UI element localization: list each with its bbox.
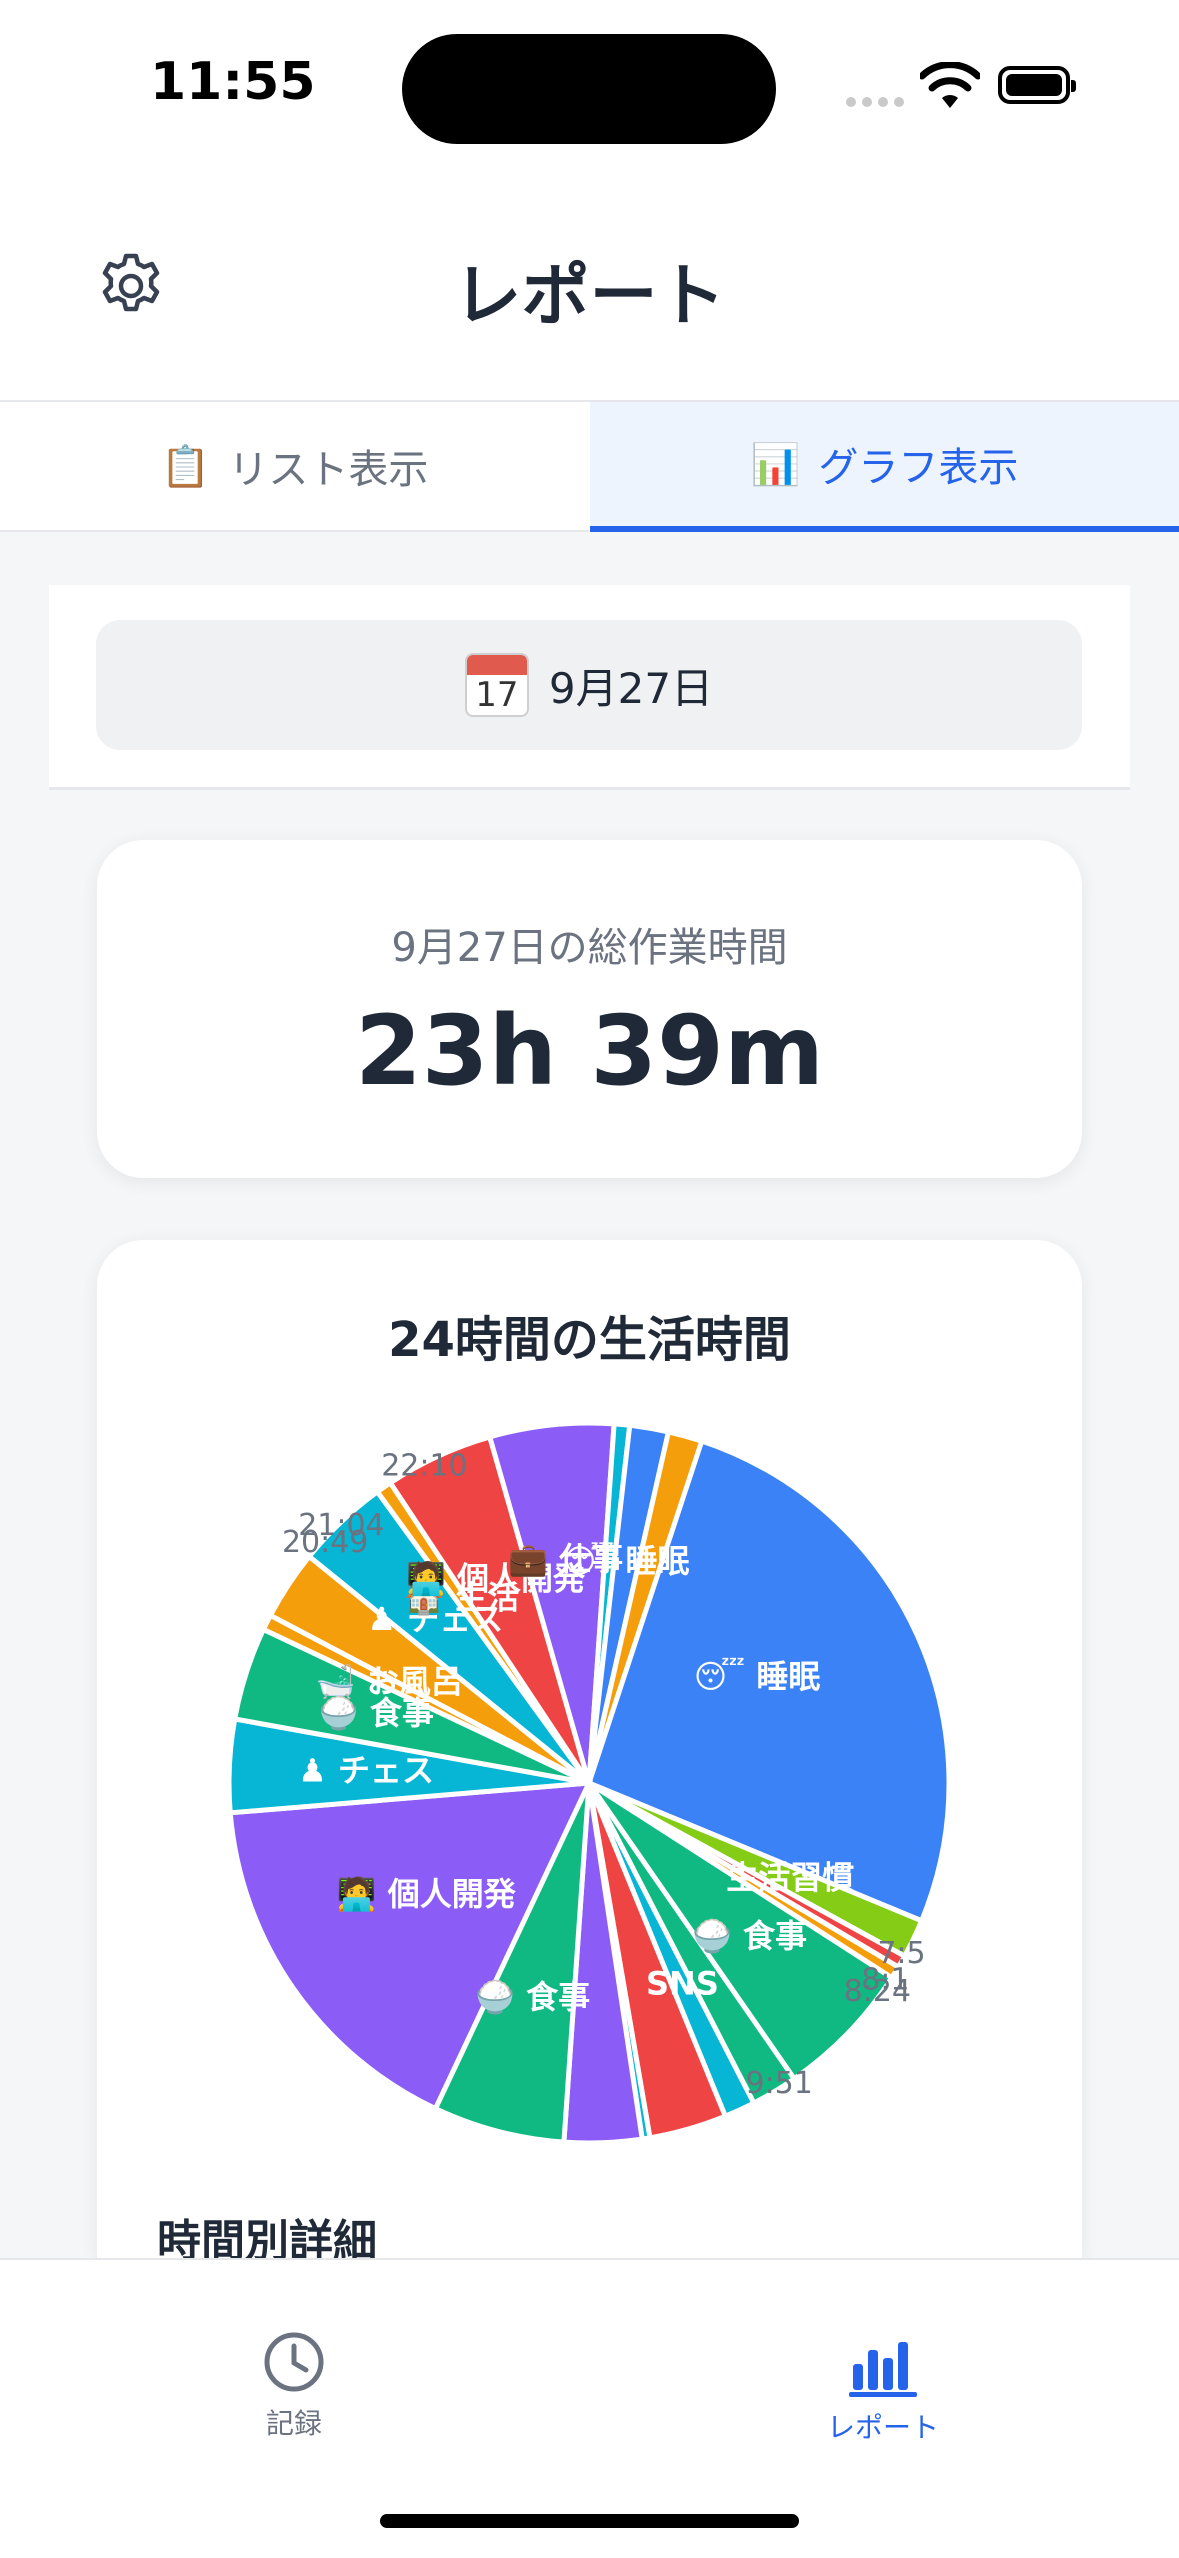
bar-chart-icon	[849, 2342, 917, 2397]
battery-icon	[998, 66, 1076, 104]
total-time-label: 9月27日の総作業時間	[391, 925, 788, 971]
date-selector-section: 17 9月27日	[49, 585, 1130, 790]
pie-slice-label: 🍚 食事	[319, 1694, 434, 1732]
time-tick-label: 21:04	[298, 1508, 384, 1543]
pie-slice-label: 😴 睡眠	[563, 1542, 689, 1580]
total-time-card: 9月27日の総作業時間 23h 39m	[97, 840, 1082, 1178]
tab-label: リスト表示	[228, 447, 429, 493]
pie-slice-label: 🧑‍💻 個人開発	[337, 1875, 517, 1913]
time-tick-label: 8:1	[861, 1963, 909, 1998]
tab-report-label: レポート	[826, 2411, 939, 2444]
page-title: レポート	[453, 257, 726, 336]
tab-list-view[interactable]: 📋 リスト表示	[0, 402, 589, 532]
time-tick-label: 8:24	[844, 1974, 911, 2009]
tab-record-label: 記録	[265, 2407, 322, 2440]
pie-slice-label: 🛁 お風呂	[316, 1662, 463, 1700]
date-picker-button[interactable]: 17 9月27日	[96, 620, 1082, 750]
pie-slice-label: ♟ チェス	[367, 1600, 503, 1638]
pie-slice[interactable]	[586, 1780, 896, 2083]
pie-slice-label: ♟ チェス	[298, 1751, 434, 1789]
bar-chart-icon: 📊	[750, 441, 801, 488]
pie-slice-label: 生活習慣	[726, 1859, 854, 1897]
pie-slice-label: 😴 睡眠	[694, 1657, 820, 1695]
time-tick-label: 20:49	[282, 1525, 368, 1560]
tab-report[interactable]: レポート	[773, 2330, 993, 2446]
chart-title: 24時間の生活時間	[388, 1312, 791, 1368]
time-tick-label: 22:10	[381, 1448, 467, 1483]
calendar-icon: 17	[464, 653, 529, 717]
pie-slice[interactable]	[229, 1780, 594, 2112]
tab-label: グラフ表示	[818, 445, 1019, 491]
clock-icon	[264, 2332, 324, 2392]
pie-slice-label: 🏠 生活	[404, 1579, 519, 1617]
bottom-tab-bar: 記録 レポート	[0, 2258, 1179, 2558]
total-time-value: 23h 39m	[355, 995, 824, 1107]
app-header: レポート	[0, 170, 1179, 402]
selected-date: 9月27日	[548, 663, 714, 713]
home-indicator	[380, 2514, 799, 2528]
status-time: 11:55	[150, 52, 316, 112]
pie-slice[interactable]	[432, 1781, 592, 2143]
pie-slice[interactable]	[586, 1428, 705, 1784]
tab-graph-view[interactable]: 📊 グラフ表示	[590, 402, 1179, 532]
time-tick-label: 7:5	[877, 1936, 925, 1971]
pie-slice-label: 🍚 食事	[475, 1978, 590, 2016]
view-tabs: 📋 リスト表示 📊 グラフ表示	[0, 402, 1179, 532]
status-bar: 11:55	[0, 0, 1179, 170]
time-tick-label: 9:51	[745, 2066, 812, 2101]
wifi-icon	[920, 62, 980, 108]
pie-slice-label: 🧑‍💻 個人開発	[406, 1559, 586, 1597]
clipboard-icon: 📋	[160, 443, 211, 490]
gear-icon[interactable]	[95, 250, 167, 322]
tab-record[interactable]: 記録	[184, 2330, 404, 2442]
pie-slice-label: 🍚 食事	[692, 1917, 807, 1955]
pie-slice-label: SNS	[646, 1965, 719, 2003]
calendar-day: 17	[475, 675, 519, 715]
dynamic-island	[402, 34, 776, 144]
pie-slice-label: 💼 仕事	[508, 1540, 623, 1578]
chart-card: 24時間の生活時間 😴 睡眠 生活習慣 🍚 食事 SNS 🍚 食事 🧑‍💻 個人開発 ♟ チ…	[97, 1240, 1082, 2267]
cellular-signal-icon	[846, 92, 910, 111]
